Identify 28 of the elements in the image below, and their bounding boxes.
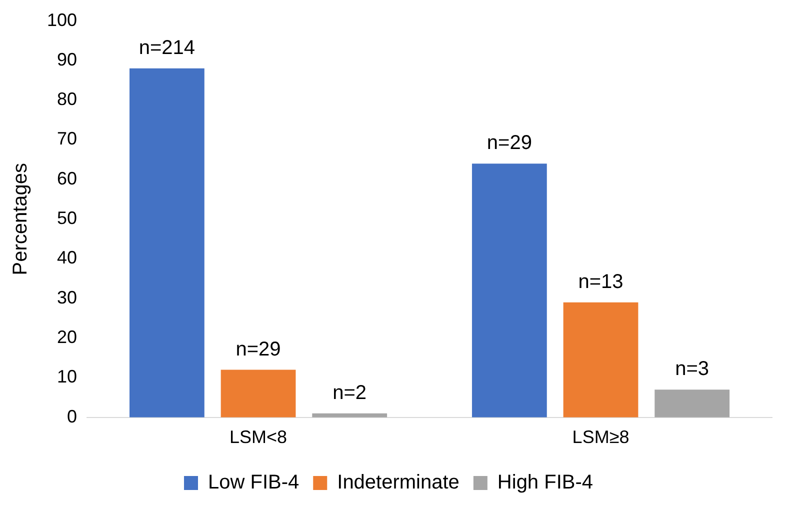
legend-label: Indeterminate xyxy=(337,472,460,494)
y-tick-label: 50 xyxy=(57,208,78,228)
y-tick-label: 0 xyxy=(67,406,78,426)
y-tick-label: 70 xyxy=(57,128,78,149)
annotation: n=13 xyxy=(578,270,624,293)
y-tick-label: 100 xyxy=(46,10,78,30)
legend-label: High FIB-4 xyxy=(497,472,594,494)
bar xyxy=(563,302,638,418)
x-tick-label: LSM≥8 xyxy=(572,427,630,448)
y-tick-label: 20 xyxy=(57,327,78,348)
y-tick-label: 60 xyxy=(57,168,78,188)
legend-label: Low FIB-4 xyxy=(208,472,300,494)
bar xyxy=(220,370,296,418)
annotation: n=3 xyxy=(675,358,710,380)
annotation: n=29 xyxy=(236,338,281,360)
bar xyxy=(472,164,547,418)
bar xyxy=(130,68,204,418)
annotation: n=29 xyxy=(486,132,532,154)
y-tick-label: 10 xyxy=(57,366,78,387)
annotation: n=214 xyxy=(138,36,196,59)
y-tick-label: 30 xyxy=(57,287,78,308)
y-tick-label: 90 xyxy=(57,49,78,70)
y-tick-label: 80 xyxy=(57,89,78,110)
annotation: n=2 xyxy=(332,382,367,404)
y-tick-label: 40 xyxy=(57,248,78,268)
x-tick-label: LSM<8 xyxy=(230,427,288,448)
bar xyxy=(654,390,730,418)
y-axis-title: Percentages xyxy=(10,162,32,276)
